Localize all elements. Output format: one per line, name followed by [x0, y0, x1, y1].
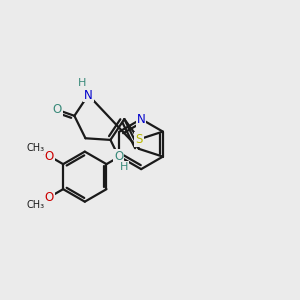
- Text: H: H: [120, 162, 128, 172]
- Text: O: O: [44, 149, 54, 163]
- Text: N: N: [84, 88, 93, 101]
- Text: O: O: [52, 103, 62, 116]
- Text: O: O: [44, 191, 54, 204]
- Text: O: O: [114, 150, 123, 163]
- Text: CH₃: CH₃: [27, 200, 45, 210]
- Text: H: H: [78, 78, 87, 88]
- Text: S: S: [135, 133, 143, 146]
- Text: CH₃: CH₃: [27, 143, 45, 153]
- Text: N: N: [137, 112, 146, 126]
